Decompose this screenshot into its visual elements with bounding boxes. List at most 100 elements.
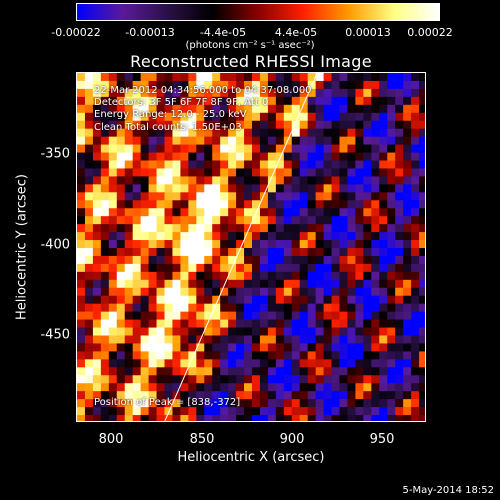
image-pixel [180,335,189,344]
image-pixel [379,407,388,416]
image-pixel [124,73,134,82]
image-pixel [140,399,150,408]
image-pixel [379,112,388,122]
image-pixel [84,415,94,421]
image-pixel [220,311,229,321]
image-pixel [188,407,197,416]
image-pixel [307,136,317,146]
image-pixel [172,216,181,225]
image-pixel [124,128,134,138]
image-pixel [299,319,309,329]
image-pixel [228,88,237,98]
image-pixel [156,335,165,344]
image-pixel [363,351,372,360]
image-pixel [307,200,317,209]
image-pixel [180,208,189,217]
image-pixel [132,184,142,193]
image-pixel [188,176,197,185]
image-pixel [220,88,229,98]
image-pixel [347,128,356,138]
image-pixel [148,73,158,82]
image-pixel [132,232,142,241]
image-pixel [267,136,277,146]
image-pixel [124,311,134,321]
image-pixel [347,96,356,106]
image-pixel [387,248,396,257]
image-pixel [156,120,165,130]
image-pixel [196,263,205,273]
image-pixel [132,407,142,416]
image-pixel [395,415,404,421]
image-pixel [244,112,253,122]
image-pixel [108,208,118,217]
image-pixel [275,112,285,122]
image-pixel [315,224,325,233]
image-pixel [411,415,420,421]
image-pixel [315,327,325,336]
image-pixel [275,407,285,416]
image-pixel [371,88,380,98]
image-pixel [124,208,134,217]
image-pixel [124,104,134,114]
image-pixel [291,200,301,209]
image-pixel [339,375,348,384]
image-pixel [108,232,118,241]
image-pixel [355,319,364,329]
image-pixel [347,383,356,392]
image-pixel [331,224,340,233]
image-pixel [291,367,301,376]
image-pixel [331,311,340,321]
image-pixel [315,208,325,217]
image-pixel [283,208,293,217]
image-pixel [244,391,253,400]
image-pixel [108,271,118,281]
image-pixel [244,295,253,305]
image-pixel [244,271,253,281]
image-pixel [236,351,245,360]
plot-datestamp: 5-May-2014 18:52 [402,485,494,496]
image-pixel [116,279,126,289]
image-pixel [84,407,94,416]
image-pixel [403,168,412,177]
image-pixel [347,120,356,130]
image-pixel [148,120,158,130]
image-pixel [323,359,333,368]
image-pixel [275,176,285,185]
image-pixel [172,88,181,98]
image-pixel [77,248,86,257]
image-pixel [371,279,380,289]
image-pixel [140,136,150,146]
image-pixel [156,152,165,161]
image-pixel [363,279,372,289]
image-pixel [100,160,110,169]
image-pixel [291,287,301,297]
image-pixel [363,248,372,257]
image-pixel [259,128,269,138]
image-pixel [77,303,86,313]
image-pixel [140,104,150,114]
image-pixel [307,407,317,416]
image-pixel [339,144,348,154]
image-pixel [291,319,301,329]
image-pixel [355,200,364,209]
image-pixel [140,279,150,289]
image-pixel [124,184,134,193]
image-pixel [196,73,205,82]
image-pixel [244,88,253,98]
image-pixel [140,287,150,297]
image-pixel [172,120,181,130]
image-pixel [84,367,94,376]
image-pixel [124,279,134,289]
image-pixel [299,311,309,321]
image-pixel [77,80,86,90]
image-pixel [419,200,425,209]
image-pixel [299,200,309,209]
image-pixel [108,112,118,122]
image-pixel [299,248,309,257]
image-pixel [283,104,293,114]
image-pixel [100,240,110,249]
image-pixel [156,359,165,368]
image-pixel [100,319,110,329]
image-pixel [307,359,317,368]
image-pixel [387,335,396,344]
